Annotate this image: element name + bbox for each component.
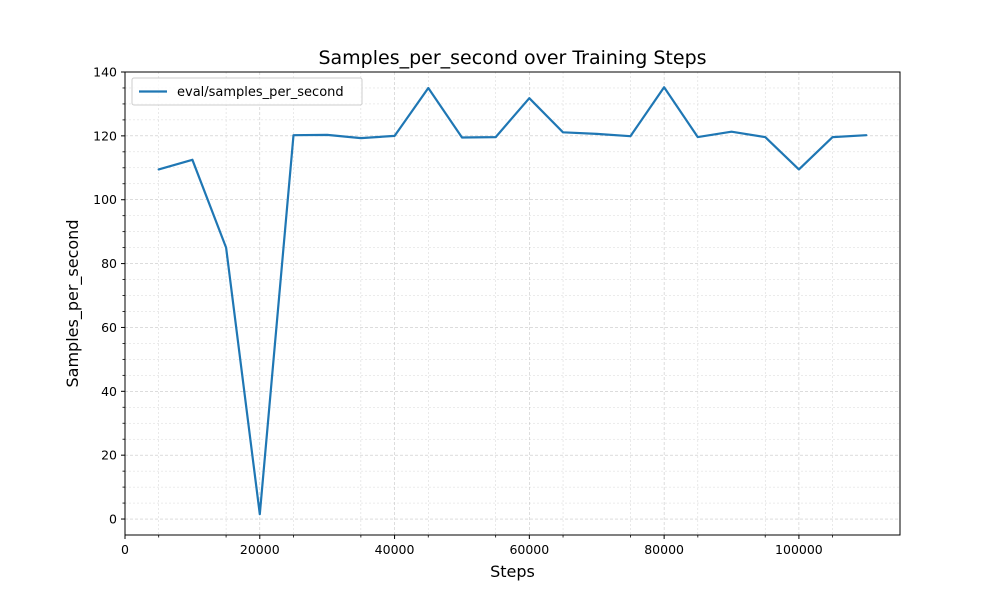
chart-title: Samples_per_second over Training Steps	[318, 47, 706, 69]
ticks: 0 20000 40000 60000 80000 100000 0 20 40 60 80 100 1…	[93, 65, 834, 557]
x-tick-label: 20000	[240, 542, 280, 557]
y-tick-label: 140	[93, 65, 117, 80]
y-tick-label: 20	[101, 448, 117, 463]
y-tick-label: 60	[101, 320, 117, 335]
x-tick-label: 80000	[644, 542, 684, 557]
x-tick-label: 0	[121, 542, 129, 557]
legend-label: eval/samples_per_second	[177, 85, 344, 100]
legend-box	[131, 77, 363, 106]
x-tick-label: 60000	[509, 542, 549, 557]
y-tick-label: 120	[93, 128, 117, 143]
x-tick-label: 100000	[775, 542, 823, 557]
series-layer	[157, 86, 868, 516]
series-line	[157, 86, 868, 516]
plot-area-frame	[124, 71, 901, 536]
legend: eval/samples_per_second	[131, 77, 363, 106]
grid	[124, 71, 900, 535]
x-tick-label: 40000	[375, 542, 415, 557]
y-tick-label: 100	[93, 192, 117, 207]
x-axis-label: Steps	[490, 562, 535, 581]
y-tick-label: 40	[101, 384, 117, 399]
y-axis-label: Samples_per_second	[63, 220, 83, 388]
y-tick-label: 80	[101, 256, 117, 271]
y-tick-label: 0	[109, 512, 117, 527]
